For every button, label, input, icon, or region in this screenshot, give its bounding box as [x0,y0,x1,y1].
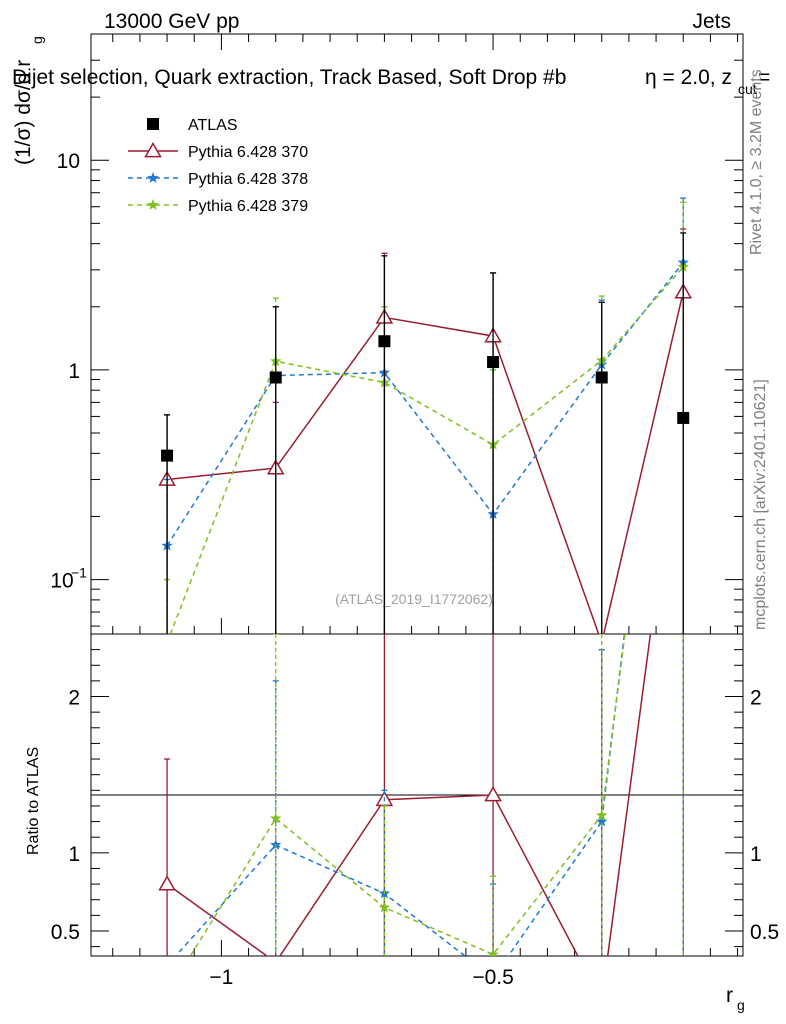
star-marker [596,815,608,827]
ratio-series-pythia-6-428-370 [158,634,684,1007]
rivet-version-label: Rivet 4.1.0, ≥ 3.2M events [748,69,765,255]
triangle-marker [594,994,609,1007]
star-marker [161,959,172,970]
ratio-y-tick-label: 1 [68,843,80,866]
plot-title-sub: cut [738,81,757,97]
series-line [167,291,684,634]
ratio-series-line [174,634,626,956]
y-axis-label-main: (1/σ) dσ/d r [12,60,35,165]
atlas-data-point [677,411,690,424]
legend-label: Pythia 6.428 379 [188,198,308,215]
star-marker [487,948,499,956]
y-tick-label: 1 [68,360,80,383]
series-pythia-6-428-379 [161,201,689,648]
star-marker [678,143,689,154]
series-line [169,266,684,634]
y-tick-label: 10 [50,570,73,593]
y-tick-label: 10 [57,150,80,173]
atlas-data-point [161,449,174,462]
y-axis-label-sub: g [29,36,45,44]
ratio-y-tick-label-right: 2 [750,687,762,710]
atlas-data-point [378,335,391,348]
main-data-layer [158,197,693,648]
legend-item: Pythia 6.428 379 [128,198,308,215]
legend-label: Pythia 6.428 370 [188,144,308,161]
triangle-marker [144,141,162,158]
mcplots-label: mcplots.cern.ch [arXiv:2401.10621] [752,379,769,630]
star-marker [378,901,391,913]
x-tick-label: −1 [209,966,233,989]
analysis-watermark: (ATLAS_2019_I1772062) [335,591,493,607]
star-marker [147,172,159,183]
series-atlas [161,232,690,634]
atlas-data-point [595,371,608,384]
x-axis-label: r [726,984,733,1007]
plot-title-end: = [758,66,770,89]
plot-title-main: Dijet selection, Quark extraction, Track… [12,66,566,89]
series-pythia-6-428-378 [161,197,689,634]
star-marker [161,637,172,648]
x-tick-label: −0.5 [472,966,513,989]
star-marker [147,199,159,210]
header-jets: Jets [692,10,731,33]
ratio-series-line [189,634,626,956]
atlas-data-point [487,356,500,369]
ratio-y-axis-label: Ratio to ATLAS [25,747,42,855]
triangle-marker [484,785,502,802]
ratio-y-tick-label: 2 [68,687,80,710]
star-marker [270,812,282,824]
y-tick-label-exponent: −1 [71,565,87,581]
legend-label: Pythia 6.428 378 [188,171,308,188]
series-line [166,262,684,547]
ratio-data-layer [158,143,689,1007]
legend: ATLAS Pythia 6.428 370 Pythia 6.428 378 Pyt… [128,117,308,215]
ratio-series-pythia-6-428-379 [161,175,689,999]
y-axis-label: (1/σ) dσ/d r [12,60,35,165]
legend-label: ATLAS [188,117,238,134]
ratio-series-line [166,634,652,956]
star-marker [678,175,689,186]
ratio-y-tick-label-right: 1 [750,843,762,866]
star-marker [596,809,608,821]
atlas-data-point [147,118,159,130]
atlas-data-point [269,371,282,384]
x-axis-label-sub: g [737,997,745,1013]
plot-title: Dijet selection, Quark extraction, Track… [12,66,732,89]
legend-item: ATLAS [147,117,238,134]
plot-title-eta: η = 2.0, z [645,66,732,89]
legend-item: Pythia 6.428 370 [128,141,308,161]
header-energy: 13000 GeV pp [104,10,239,33]
star-marker [161,988,172,999]
ratio-y-tick-label: 0.5 [51,921,80,944]
legend-item: Pythia 6.428 378 [128,171,308,188]
triangle-marker [158,875,176,891]
ratio-series-pythia-6-428-378 [161,143,689,970]
series-pythia-6-428-370 [158,228,693,634]
triangle-marker [274,953,278,956]
ratio-y-tick-label-right: 0.5 [750,921,779,944]
